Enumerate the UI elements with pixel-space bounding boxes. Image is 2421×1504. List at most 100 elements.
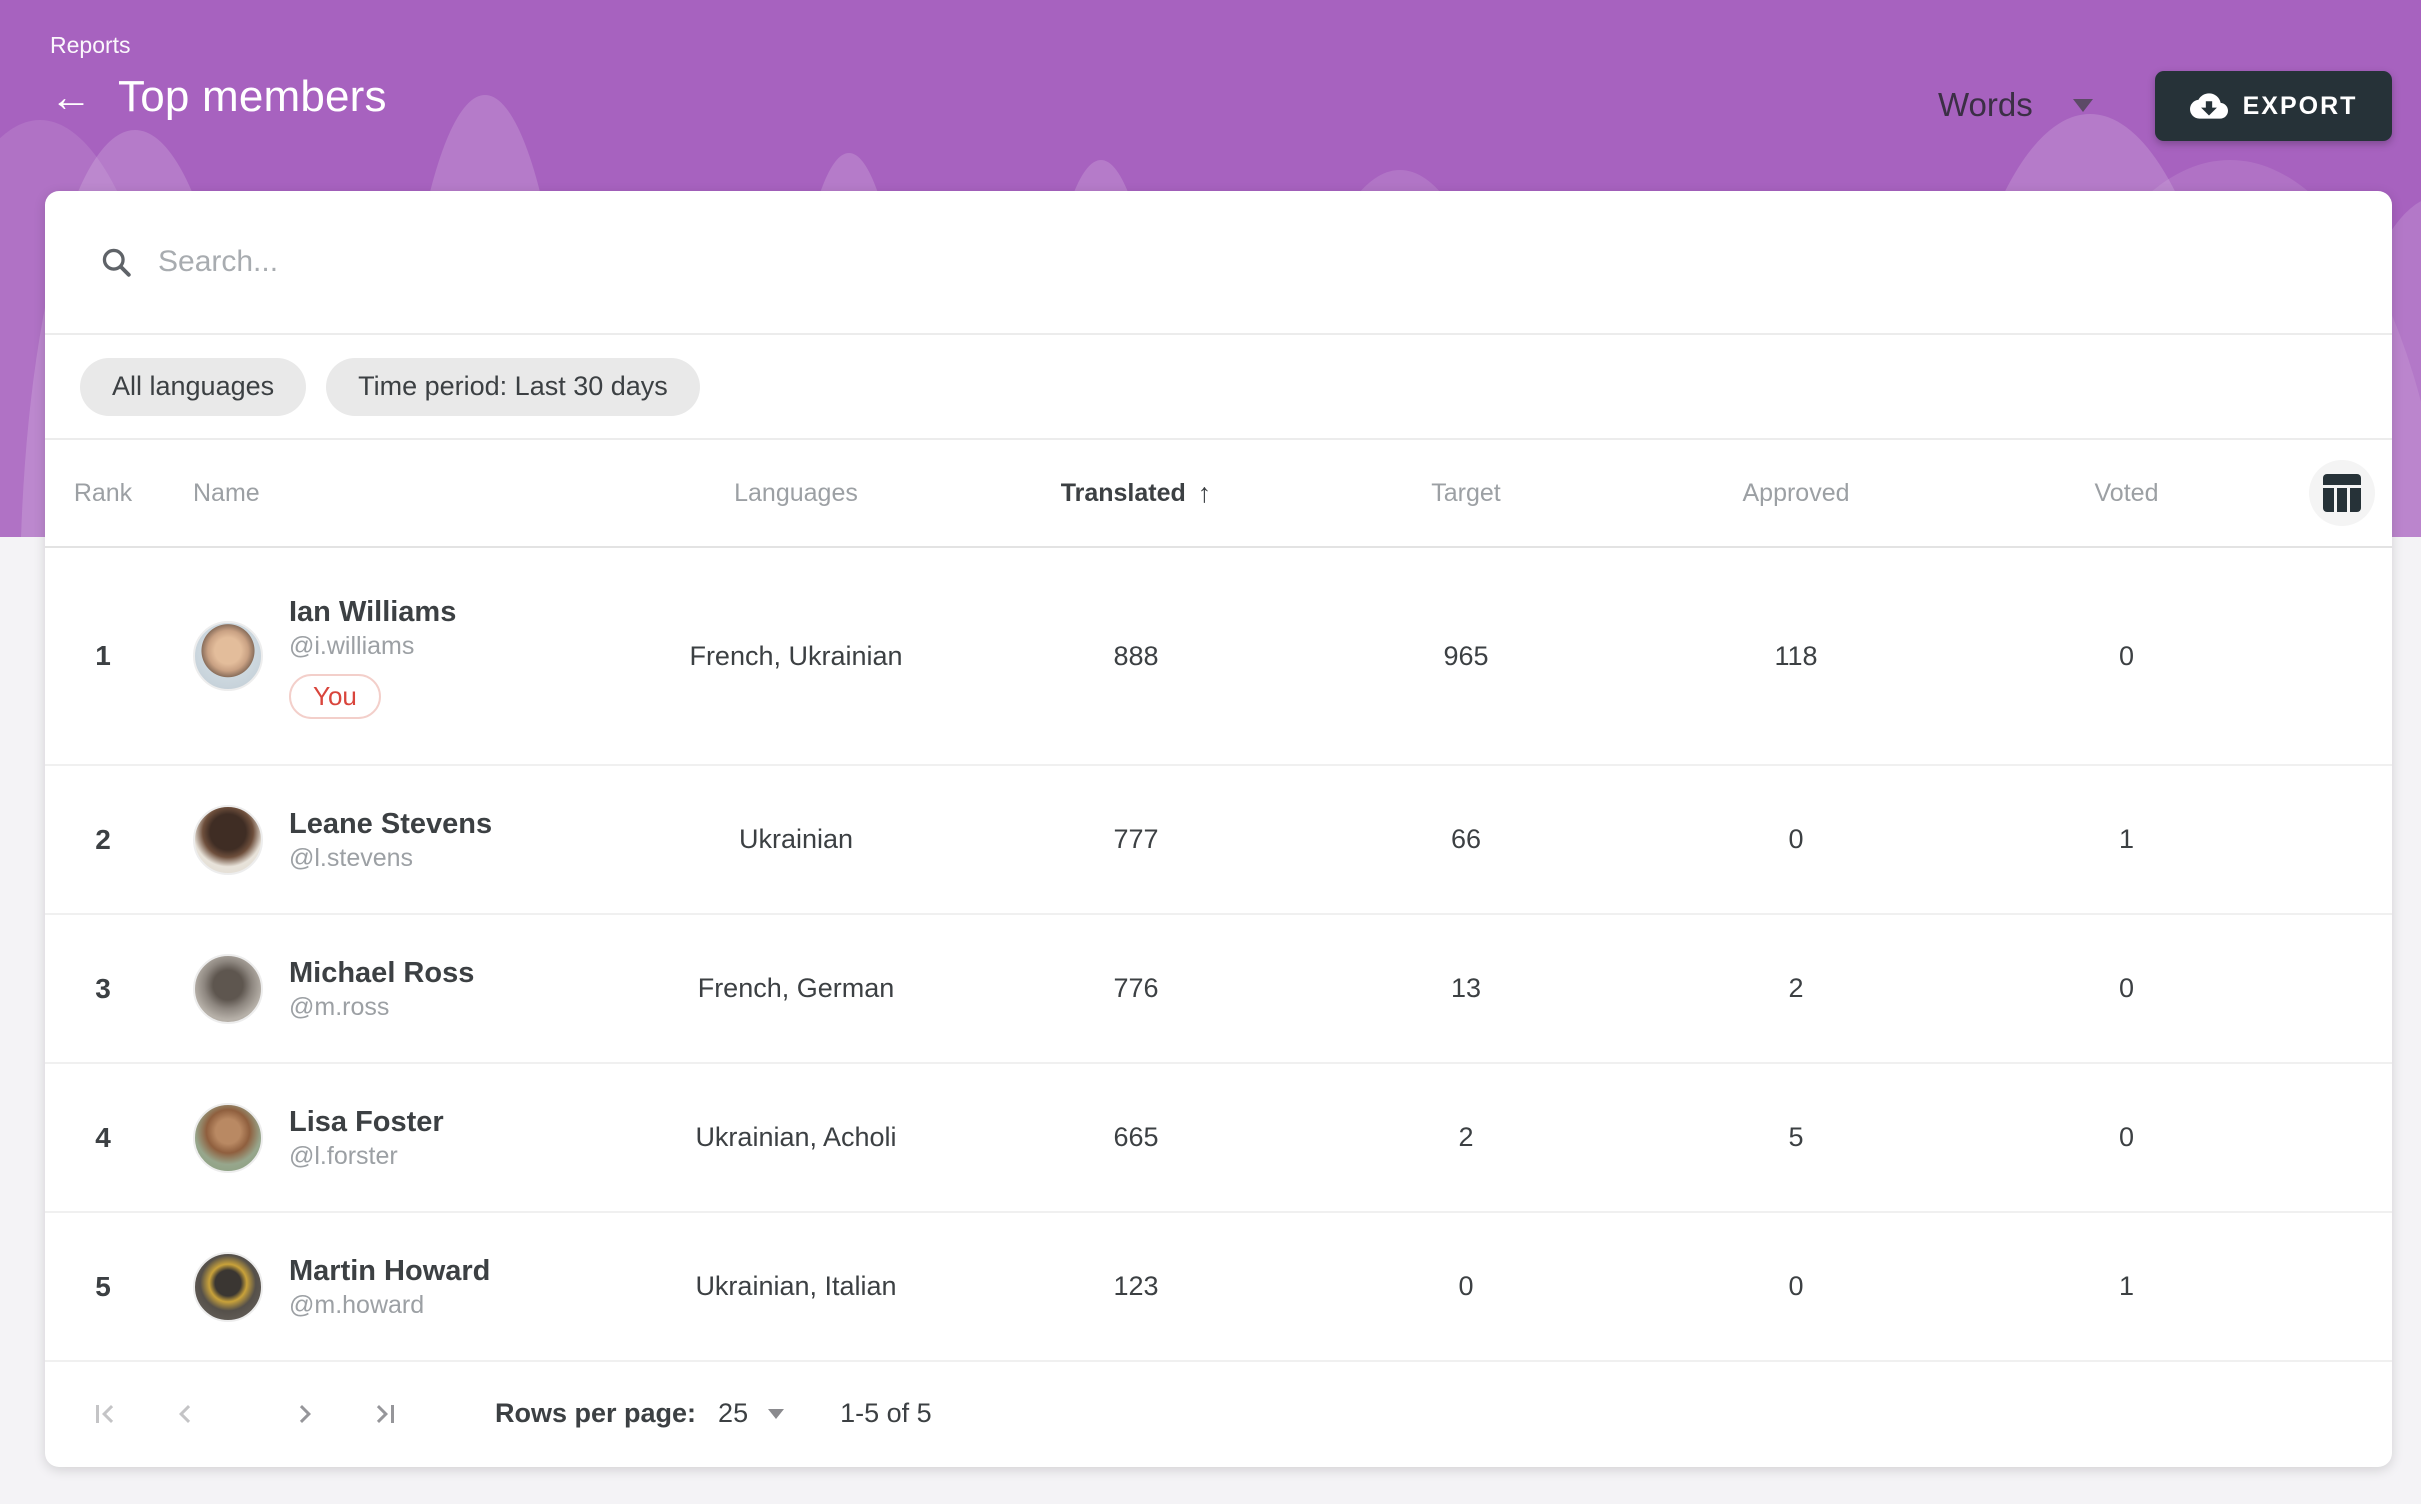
member-username: @l.stevens bbox=[289, 843, 414, 872]
table-header-row: Rank Name Languages Translated ↑ Target … bbox=[45, 440, 2392, 548]
table-row: 5 Martin Howard @m.howard Ukrainian, Ita… bbox=[45, 1213, 2392, 1362]
filter-chip-time-period[interactable]: Time period: Last 30 days bbox=[326, 357, 700, 416]
translated-cell: 123 bbox=[1113, 1271, 1159, 1301]
column-header-approved[interactable]: Approved bbox=[1742, 478, 1850, 507]
column-settings-button[interactable] bbox=[2309, 460, 2375, 526]
name-cell: Ian Williams @i.williams You bbox=[161, 594, 621, 719]
back-arrow-icon[interactable]: ← bbox=[50, 73, 92, 120]
last-page-button[interactable] bbox=[355, 1384, 415, 1444]
member-name[interactable]: Martin Howard bbox=[289, 1254, 491, 1287]
table-columns-icon bbox=[2323, 474, 2361, 512]
next-page-button[interactable] bbox=[275, 1384, 335, 1444]
avatar[interactable] bbox=[193, 804, 263, 875]
unit-dropdown[interactable]: Words bbox=[1938, 86, 2093, 124]
export-button[interactable]: EXPORT bbox=[2155, 71, 2392, 141]
report-card: All languages Time period: Last 30 days … bbox=[45, 191, 2392, 1467]
search-input[interactable] bbox=[158, 245, 2058, 279]
column-header-translated-label: Translated bbox=[1060, 478, 1186, 507]
avatar[interactable] bbox=[193, 621, 263, 691]
search-bar bbox=[45, 191, 2392, 335]
chevron-right-icon bbox=[299, 1404, 311, 1423]
column-header-name[interactable]: Name bbox=[193, 478, 260, 507]
name-cell: Leane Stevens @l.stevens bbox=[161, 804, 621, 875]
target-cell: 0 bbox=[1458, 1271, 1474, 1301]
member-username: @m.howard bbox=[289, 1290, 425, 1319]
name-block: Michael Ross @m.ross bbox=[289, 955, 474, 1023]
breadcrumb[interactable]: Reports bbox=[50, 32, 131, 58]
rows-per-page-label: Rows per page: bbox=[495, 1398, 697, 1428]
rows-per-page-select[interactable]: 25 bbox=[718, 1398, 785, 1429]
voted-cell: 0 bbox=[2118, 973, 2135, 1003]
table-body: 1 Ian Williams @i.williams You French, U… bbox=[45, 548, 2392, 1362]
translated-cell: 665 bbox=[1113, 1122, 1159, 1152]
column-header-target[interactable]: Target bbox=[1431, 478, 1501, 507]
rank-cell: 2 bbox=[95, 823, 111, 855]
avatar[interactable] bbox=[193, 1102, 263, 1173]
languages-cell: Ukrainian bbox=[738, 824, 854, 854]
table-row: 3 Michael Ross @m.ross French, German 77… bbox=[45, 915, 2392, 1064]
member-name[interactable]: Lisa Foster bbox=[289, 1105, 444, 1138]
first-page-icon bbox=[96, 1404, 114, 1423]
sort-ascending-icon: ↑ bbox=[1197, 477, 1212, 508]
target-cell: 965 bbox=[1443, 640, 1489, 671]
avatar[interactable] bbox=[193, 953, 263, 1024]
translated-cell: 776 bbox=[1113, 973, 1159, 1003]
approved-cell: 5 bbox=[1788, 1122, 1804, 1152]
filter-bar: All languages Time period: Last 30 days bbox=[45, 335, 2392, 440]
voted-cell: 1 bbox=[2118, 824, 2135, 854]
member-name[interactable]: Ian Williams bbox=[289, 595, 457, 628]
translated-cell: 888 bbox=[1113, 640, 1159, 671]
chevron-down-icon bbox=[2072, 98, 2093, 112]
column-header-languages[interactable]: Languages bbox=[734, 478, 858, 507]
page-title: Top members bbox=[118, 72, 387, 121]
approved-cell: 118 bbox=[1774, 640, 1818, 671]
export-button-label: EXPORT bbox=[2242, 91, 2358, 120]
voted-cell: 1 bbox=[2118, 1271, 2135, 1301]
member-name[interactable]: Leane Stevens bbox=[289, 807, 493, 840]
unit-dropdown-value: Words bbox=[1938, 86, 2033, 123]
you-badge: You bbox=[289, 673, 381, 719]
member-name[interactable]: Michael Ross bbox=[289, 956, 475, 989]
pagination-bar: Rows per page: 25 1-5 of 5 bbox=[45, 1362, 2392, 1465]
chevron-left-icon bbox=[179, 1404, 191, 1423]
filter-chip-all-languages[interactable]: All languages bbox=[80, 357, 307, 416]
approved-cell: 0 bbox=[1788, 1271, 1804, 1301]
name-cell: Lisa Foster @l.forster bbox=[161, 1102, 621, 1173]
search-icon bbox=[102, 248, 131, 277]
name-block: Martin Howard @m.howard bbox=[289, 1253, 490, 1321]
previous-page-button[interactable] bbox=[155, 1384, 215, 1444]
target-cell: 2 bbox=[1458, 1122, 1474, 1152]
column-header-rank[interactable]: Rank bbox=[73, 478, 133, 507]
table-row: 4 Lisa Foster @l.forster Ukrainian, Acho… bbox=[45, 1064, 2392, 1213]
languages-cell: Ukrainian, Italian bbox=[695, 1271, 897, 1301]
rank-cell: 1 bbox=[95, 640, 111, 671]
first-page-button[interactable] bbox=[75, 1384, 135, 1444]
target-cell: 66 bbox=[1450, 824, 1482, 854]
rows-per-page-value: 25 bbox=[718, 1398, 749, 1428]
name-block: Leane Stevens @l.stevens bbox=[289, 806, 492, 874]
column-header-translated[interactable]: Translated ↑ bbox=[971, 478, 1301, 509]
pagination-range: 1-5 of 5 bbox=[840, 1398, 932, 1428]
voted-cell: 0 bbox=[2118, 640, 2135, 671]
last-page-icon bbox=[376, 1404, 394, 1423]
translated-cell: 777 bbox=[1113, 824, 1159, 854]
voted-cell: 0 bbox=[2118, 1122, 2135, 1152]
member-username: @i.williams bbox=[289, 631, 415, 660]
target-cell: 13 bbox=[1450, 973, 1482, 1003]
name-block: Lisa Foster @l.forster bbox=[289, 1104, 444, 1172]
avatar[interactable] bbox=[193, 1251, 263, 1322]
table-row: 2 Leane Stevens @l.stevens Ukrainian 777… bbox=[45, 766, 2392, 915]
rank-cell: 4 bbox=[95, 1121, 111, 1153]
languages-cell: French, German bbox=[697, 973, 895, 1003]
approved-cell: 0 bbox=[1788, 824, 1804, 854]
name-block: Ian Williams @i.williams You bbox=[289, 594, 456, 719]
member-username: @l.forster bbox=[289, 1141, 398, 1170]
languages-cell: French, Ukrainian bbox=[689, 640, 903, 671]
member-username: @m.ross bbox=[289, 992, 390, 1021]
chevron-down-icon bbox=[768, 1408, 785, 1419]
name-cell: Martin Howard @m.howard bbox=[161, 1251, 621, 1322]
cloud-download-icon bbox=[2189, 93, 2228, 119]
title-row: ← Top members bbox=[42, 72, 387, 122]
column-header-voted[interactable]: Voted bbox=[2094, 478, 2159, 507]
name-cell: Michael Ross @m.ross bbox=[161, 953, 621, 1024]
